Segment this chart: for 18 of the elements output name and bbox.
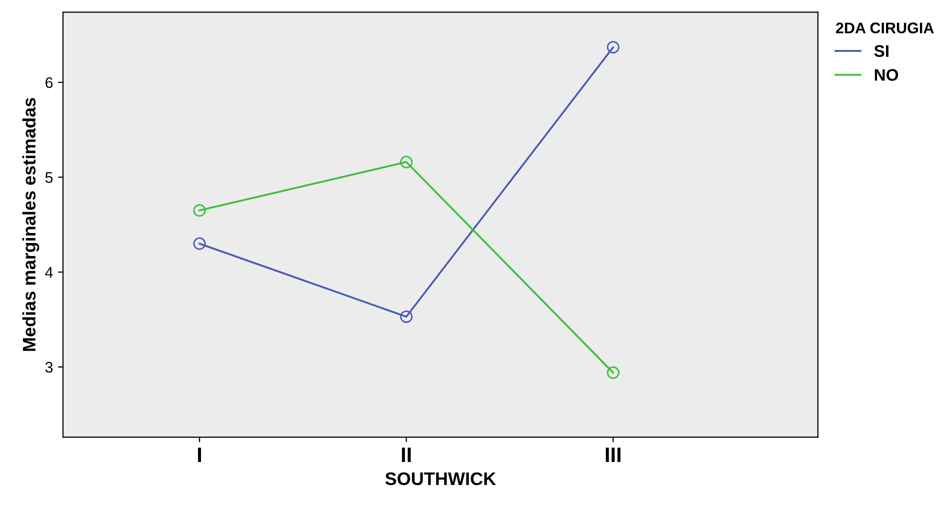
x-axis-title: SOUTHWICK: [385, 472, 496, 486]
legend-label: NO: [874, 69, 898, 81]
legend-label: SI: [874, 45, 888, 57]
point: [193, 237, 206, 250]
point: [606, 40, 620, 54]
point: [400, 156, 413, 168]
y-tick-label: 4: [45, 267, 53, 278]
point: [400, 310, 413, 323]
x-tick-label: III: [606, 448, 620, 462]
y-tick-label: 5: [45, 172, 53, 183]
legend-title: 2DA CIRUGIA: [836, 22, 934, 34]
y-axis-title: Medias marginales estimadas: [22, 98, 40, 351]
y-tick-label: 6: [46, 77, 53, 88]
x-tick-label: II: [402, 448, 411, 462]
x-tick-label: I: [198, 448, 202, 462]
y-tick-label: 3: [45, 362, 53, 373]
point: [193, 204, 206, 217]
point: [606, 366, 620, 379]
